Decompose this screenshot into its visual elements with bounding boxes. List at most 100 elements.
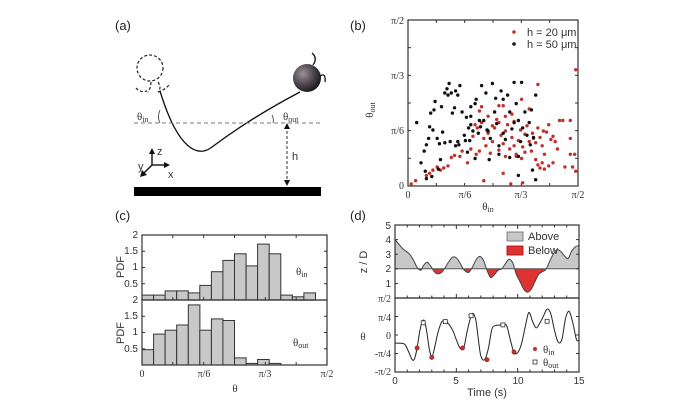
point-h50 <box>446 93 450 97</box>
histogram-bar-theta-out <box>222 320 235 366</box>
point-h50 <box>514 101 518 106</box>
theta-in-arc <box>158 109 161 124</box>
theta-in-label: θ <box>137 111 142 123</box>
point-h20 <box>538 166 542 170</box>
point-h20 <box>561 118 565 123</box>
point-h50 <box>473 156 477 161</box>
point-h50 <box>534 178 538 182</box>
point-h20 <box>563 165 567 169</box>
point-h50 <box>469 105 473 109</box>
point-h50 <box>531 135 536 140</box>
x-tick-label: π/2 <box>321 369 334 380</box>
x-tick-label: π/3 <box>259 369 272 380</box>
axes-triad-icon <box>140 148 170 177</box>
point-h20 <box>573 152 577 156</box>
point-h20 <box>574 169 578 173</box>
y-tick-label: 0 <box>386 331 391 342</box>
point-h20 <box>495 117 499 122</box>
histogram-bar-theta-out <box>187 304 201 366</box>
point-h50 <box>460 110 464 114</box>
point-h50 <box>465 150 470 154</box>
scatter-points <box>409 68 578 186</box>
y-axis-label-d-top: z / D <box>358 251 370 274</box>
point-h50 <box>438 157 443 162</box>
point-h50 <box>424 176 429 181</box>
y-tick-label: 0 <box>399 181 404 192</box>
histogram-bar-theta-in <box>268 253 282 301</box>
point-h20 <box>503 114 508 119</box>
point-h50 <box>516 173 521 178</box>
point-h50 <box>466 126 471 130</box>
y-tick-label: 2 <box>385 264 391 275</box>
point-h20 <box>521 145 525 149</box>
histogram-bar-theta-out <box>153 333 166 366</box>
point-h50 <box>484 91 488 95</box>
y-tick-labels-c-bottom: 1.5 1 0.5 <box>124 311 138 355</box>
point-h20 <box>490 139 495 144</box>
point-h20 <box>538 135 542 140</box>
point-h20 <box>547 164 551 168</box>
point-h20 <box>508 147 512 151</box>
y-tick-label: π/4 <box>378 313 391 324</box>
point-h50 <box>501 97 505 102</box>
height-curve <box>394 239 580 293</box>
point-h20 <box>568 118 572 123</box>
y-tick-label: 5 <box>385 221 391 232</box>
axis-z-label: z <box>157 146 163 158</box>
y-tick-labels-c-top: 2 1.5 1 0.5 2 <box>124 230 138 306</box>
y-tick-label: π/6 <box>391 126 404 137</box>
y-tick-label: 1 <box>132 327 138 338</box>
point-h20 <box>519 156 524 161</box>
x-tick-label: 0 <box>140 369 145 380</box>
histogram-bar-theta-in <box>164 290 178 301</box>
point-h20 <box>568 152 572 156</box>
point-h50 <box>440 130 445 134</box>
point-h20 <box>473 123 477 127</box>
legend-label-h20: h = 20 μm <box>527 27 576 39</box>
panel-c: (c) 2 1.5 1 0.5 2 1.5 1 0.5 0 π/6 π/3 π/… <box>115 208 333 395</box>
point-h20 <box>471 134 475 138</box>
height-arrow <box>284 123 290 186</box>
y-axis-label-b: θout <box>364 101 377 117</box>
x-tick-label: 0 <box>406 190 411 201</box>
point-h50 <box>497 152 501 156</box>
point-h50 <box>448 139 452 144</box>
point-h20 <box>503 129 508 133</box>
point-h50 <box>439 105 444 109</box>
point-h50 <box>505 93 510 97</box>
theta-out-marker <box>420 320 426 326</box>
y-tick-label: 0.5 <box>124 344 138 355</box>
point-h50 <box>503 137 508 142</box>
area-below <box>395 268 579 293</box>
legend-d-top: Above Below <box>506 231 559 257</box>
histogram-bar-theta-in <box>187 292 201 301</box>
point-h50 <box>518 139 523 144</box>
point-h50 <box>512 80 516 85</box>
point-h20 <box>536 163 540 167</box>
point-h20 <box>469 147 473 151</box>
point-h20 <box>501 104 505 108</box>
bacterium-icon <box>293 52 326 92</box>
x-tick-label: π/6 <box>459 190 472 201</box>
point-h50 <box>429 111 433 115</box>
point-h20 <box>465 161 470 165</box>
point-h20 <box>544 130 549 134</box>
x-axis-label-d: Time (s) <box>467 387 507 399</box>
point-h50 <box>501 131 505 135</box>
panel-b-label: (b) <box>350 18 366 33</box>
point-h50 <box>508 155 512 160</box>
point-h50 <box>487 157 491 162</box>
point-h20 <box>475 126 479 130</box>
point-h50 <box>453 144 458 148</box>
point-h50 <box>427 125 432 129</box>
point-h50 <box>447 81 451 86</box>
y-tick-label: 1 <box>385 279 391 290</box>
point-h20 <box>442 166 446 170</box>
point-h20 <box>510 112 514 116</box>
point-h50 <box>445 87 449 91</box>
theta-in-marker <box>484 357 490 363</box>
histogram-bar-theta-out <box>210 318 224 366</box>
histogram-bar-theta-in <box>245 265 259 301</box>
x-tick-labels-c: 0 π/6 π/3 π/2 <box>140 369 334 380</box>
histogram-bar-theta-in <box>199 284 212 301</box>
